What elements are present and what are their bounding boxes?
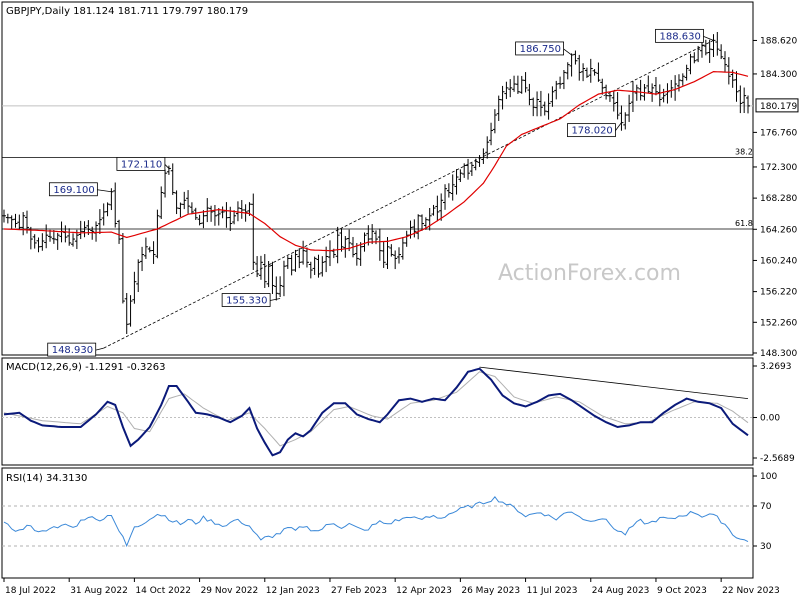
annotation-leader [164, 164, 170, 169]
annotation-box [47, 342, 97, 357]
annotation-label: 169.100 [53, 185, 94, 196]
time-tick-label: 12 Jan 2023 [266, 586, 320, 596]
annotation-box [116, 157, 166, 171]
annotation-leader [563, 48, 572, 56]
macd-tick-label: 3.2693 [760, 362, 792, 372]
annotation-label: 188.630 [659, 31, 700, 42]
time-tick-label: 12 Apr 2023 [396, 586, 452, 596]
time-tick-label: 9 Oct 2023 [657, 586, 707, 596]
annotation-label: 155.330 [226, 296, 267, 307]
current-price-box [755, 98, 799, 113]
current-price-label: 180.179 [760, 102, 797, 112]
macd-signal-line [3, 371, 749, 447]
price-tick-label: 172.300 [760, 163, 797, 173]
fib-level-label: 61.8 [735, 219, 753, 228]
price-tick-label: 164.260 [760, 225, 797, 235]
annotation-leader [615, 122, 622, 131]
macd-title: MACD(12,26,9) -1.1291 -0.3263 [6, 362, 166, 373]
macd-tick-label: -2.5689 [760, 454, 795, 464]
annotation-box [48, 182, 98, 197]
price-panel: ActionForex.com GBPJPY,Daily 181.124 181… [1, 1, 799, 359]
rsi-title: RSI(14) 34.3130 [6, 473, 87, 484]
macd-panel-frame [1, 357, 754, 466]
annotation-box [515, 41, 564, 56]
time-tick-label: 11 Jul 2023 [527, 586, 578, 596]
time-tick-label: 31 Aug 2022 [70, 586, 128, 596]
time-tick-label: 22 Nov 2023 [722, 586, 780, 596]
rsi-line [3, 495, 749, 548]
watermark: ActionForex.com [498, 261, 681, 286]
macd-tick-label: 0.00 [760, 414, 780, 424]
price-tick-label: 188.620 [760, 36, 797, 46]
time-tick-label: 18 Jul 2022 [5, 586, 56, 596]
annotation-box [221, 293, 271, 307]
annotation-leader [95, 347, 104, 351]
macd-trendline [479, 366, 749, 400]
time-tick-label: 24 Aug 2023 [592, 586, 650, 596]
price-tick-label: 156.220 [760, 288, 797, 298]
rsi-tick-label: 100 [760, 472, 777, 482]
time-tick-label: 26 May 2023 [461, 586, 520, 596]
time-tick-label: 27 Feb 2023 [331, 586, 387, 596]
annotation-leader [97, 189, 112, 193]
annotation-box [655, 28, 704, 43]
rsi-panel-frame [1, 467, 754, 579]
price-tick-label: 152.260 [760, 318, 797, 328]
time-tick-label: 14 Oct 2022 [135, 586, 191, 596]
time-tick-label: 29 Nov 2022 [201, 586, 259, 596]
annotation-leader [703, 36, 714, 41]
price-tick-label: 148.300 [760, 349, 797, 359]
annotation-label: 172.110 [121, 159, 162, 170]
rsi-tick-label: 30 [760, 542, 772, 552]
rsi-tick-label: 70 [760, 502, 772, 512]
price-trendline [103, 40, 714, 349]
price-title: GBPJPY,Daily 181.124 181.711 179.797 180… [6, 6, 248, 17]
price-tick-label: 160.240 [760, 256, 797, 266]
moving-average-line [3, 70, 749, 252]
price-tick-label: 168.280 [760, 194, 797, 204]
rsi-panel: RSI(14) 34.3130 100 70 30 [1, 467, 777, 579]
annotation-label: 178.020 [571, 126, 612, 137]
macd-line [3, 367, 749, 457]
macd-panel: MACD(12,26,9) -1.1291 -0.3263 3.2693 0.00… [1, 357, 795, 466]
time-axis: 18 Jul 2022 31 Aug 2022 14 Oct 2022 29 Nov … [3, 578, 780, 596]
price-tick-label: 184.300 [760, 70, 797, 80]
price-tick-label: 176.760 [760, 128, 797, 138]
price-panel-frame [1, 1, 754, 356]
fib-level-label: 38.2 [735, 148, 753, 157]
annotation-leader [270, 298, 281, 301]
annotation-label: 186.750 [520, 44, 561, 55]
annotation-label: 148.930 [52, 345, 93, 356]
annotation-box [567, 123, 616, 138]
